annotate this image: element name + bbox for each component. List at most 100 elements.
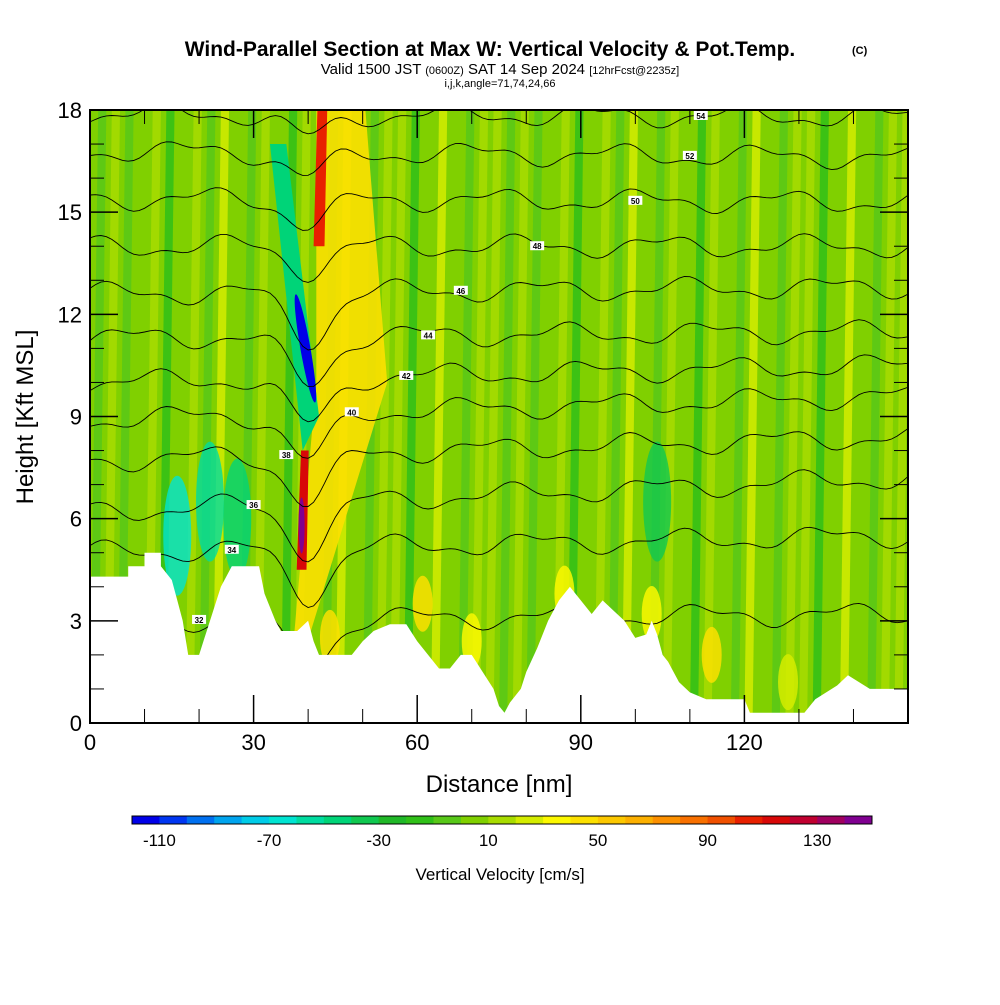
theta-label-text: 32 (195, 616, 204, 625)
indices-line: i,j,k,angle=71,74,24,66 (444, 78, 555, 90)
colorbar-tick-label: 10 (479, 831, 498, 850)
theta-label-bg (279, 450, 294, 460)
x-tick-label: 60 (405, 730, 429, 755)
field-streak (512, 110, 529, 723)
field-streak (812, 110, 829, 723)
field-streak (458, 110, 475, 723)
field-streak (744, 110, 761, 723)
theta-label: 44 (421, 330, 436, 340)
colorbar-tick-label: -110 (143, 831, 176, 850)
colorbar-swatch (460, 816, 489, 824)
theta-label-bg (530, 241, 545, 251)
field-streak (867, 110, 884, 723)
field-streak (389, 110, 407, 723)
terrain (90, 552, 908, 723)
theta-contour (90, 428, 908, 507)
theta-contour (90, 354, 908, 423)
field-streak (539, 110, 557, 723)
colorbar-swatch (433, 816, 462, 824)
field-streak (853, 110, 870, 723)
theta-label-text: 38 (282, 451, 291, 460)
theta-label-text: 42 (402, 372, 411, 381)
theta-label-bg (682, 150, 697, 160)
field-streak (703, 110, 720, 723)
theta-label-bg (399, 370, 414, 380)
updraft-pocket (319, 609, 340, 666)
colorbar-swatch (652, 816, 681, 824)
y-tick-label: 9 (70, 405, 82, 430)
theta-label-text: 46 (456, 287, 465, 296)
theta-label: 52 (682, 150, 697, 161)
field-streak (676, 110, 693, 723)
theta-label-text: 48 (533, 242, 542, 251)
theta-contours (90, 110, 908, 673)
field-streak (430, 110, 448, 723)
field-streak (553, 110, 570, 723)
field-streak (403, 110, 420, 723)
terrain-fill (90, 552, 908, 723)
field-streak (199, 110, 216, 723)
updraft-core-max (298, 497, 305, 554)
field-streak (798, 110, 816, 723)
colorbar-swatch (844, 816, 873, 824)
colorbar-swatch (269, 816, 297, 824)
colorbar-swatch (323, 816, 352, 824)
theta-label: 46 (453, 285, 468, 296)
field-streak (662, 110, 679, 723)
field-streak (567, 110, 584, 723)
field-streak (117, 110, 134, 723)
colorbar-frame (131, 815, 873, 825)
updraft-pocket (641, 586, 662, 643)
theta-label-bg (344, 407, 359, 417)
field-streak (376, 110, 393, 723)
y-axis-label: Height [Kft MSL] (12, 330, 39, 505)
colorbar-swatch (351, 816, 380, 824)
colorbar-swatch (570, 816, 599, 824)
field-streak (499, 110, 516, 723)
updraft-pocket (701, 626, 722, 683)
theta-label: 54 (693, 110, 708, 121)
colorbar-tick-label: 90 (698, 831, 717, 850)
colorbar: -110 -70 -30 10 50 90 130 (131, 815, 873, 850)
y-tick-label: 15 (58, 200, 82, 225)
field-streak (417, 110, 434, 723)
y-tick-label: 6 (70, 507, 82, 532)
field-streak (730, 110, 748, 723)
colorbar-swatch (132, 816, 160, 824)
field-streak (594, 110, 611, 723)
field-streak (826, 110, 843, 723)
field-streak (212, 110, 230, 723)
colorbar-swatch (186, 816, 215, 824)
colorbar-label: Vertical Velocity [cm/s] (415, 865, 584, 884)
field-streak (839, 110, 857, 723)
field-streak (621, 110, 639, 723)
theta-label-bg (693, 110, 708, 120)
title-mark: (C) (852, 45, 868, 57)
theta-label-text: 52 (685, 152, 694, 161)
colorbar-swatch (241, 816, 270, 824)
theta-contour (90, 110, 908, 135)
field-streak (444, 110, 461, 723)
field-streak (267, 110, 284, 723)
colorbar-tick-label: -70 (257, 831, 282, 850)
field-streak (648, 110, 666, 723)
theta-contour (90, 233, 908, 283)
field-streak (485, 110, 502, 723)
theta-contour (90, 187, 908, 231)
theta-label: 36 (246, 500, 261, 510)
y-tick-label: 3 (70, 609, 82, 634)
colorbar-swatch (789, 816, 818, 824)
colorbar-swatch (406, 816, 434, 824)
theta-label: 48 (530, 241, 545, 251)
y-tick-label: 18 (58, 98, 82, 123)
field-streak (580, 110, 598, 723)
x-tick-label: 30 (241, 730, 265, 755)
chart-title: Wind-Parallel Section at Max W: Vertical… (185, 38, 796, 61)
theta-label-bg (192, 614, 207, 624)
field-streak (689, 110, 707, 723)
field-streak (185, 110, 202, 723)
theta-label-text: 54 (696, 112, 705, 121)
theta-contour (90, 141, 908, 176)
